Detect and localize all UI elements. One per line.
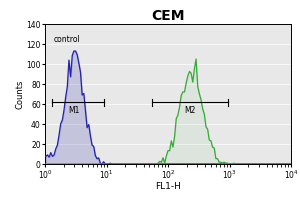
Y-axis label: Counts: Counts: [16, 79, 25, 109]
Text: M2: M2: [184, 106, 196, 115]
X-axis label: FL1-H: FL1-H: [155, 182, 181, 191]
Text: control: control: [54, 35, 81, 44]
Text: M1: M1: [68, 106, 79, 115]
Title: CEM: CEM: [151, 9, 185, 23]
